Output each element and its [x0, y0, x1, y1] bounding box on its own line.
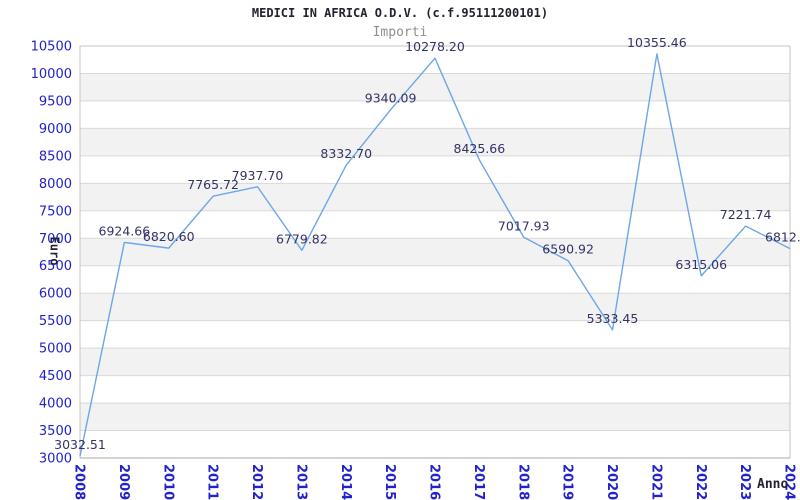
y-tick-label: 8000 — [39, 177, 72, 192]
x-tick-label: 2013 — [293, 464, 308, 500]
y-tick-label: 5000 — [39, 342, 72, 357]
data-label: 8332.70 — [320, 146, 372, 161]
plot-band — [80, 403, 790, 431]
y-axis-title: Euro — [47, 236, 62, 266]
x-tick-label: 2009 — [116, 464, 131, 500]
data-label: 7221.74 — [720, 207, 772, 222]
x-tick-label: 2023 — [737, 464, 752, 500]
y-tick-labels: 3000 3500 4000 4500 5000 5500 6000 6500 7000 7500… — [31, 40, 72, 467]
x-tick-label: 2020 — [604, 464, 619, 500]
x-tick-label: 2021 — [648, 464, 663, 500]
y-tick-label: 7500 — [39, 204, 72, 219]
data-label: 3032.51 — [54, 437, 106, 452]
x-tick-label: 2016 — [427, 464, 442, 500]
x-tick-label: 2010 — [160, 464, 175, 500]
data-label: 6779.82 — [276, 231, 328, 246]
y-tick-label: 9000 — [39, 122, 72, 137]
data-label: 10278.20 — [405, 39, 465, 54]
plot-band — [80, 238, 790, 266]
data-label: 5333.45 — [587, 311, 639, 326]
y-tick-label: 8500 — [39, 149, 72, 164]
x-tick-label: 2024 — [782, 464, 797, 500]
x-tick-label: 2011 — [205, 464, 220, 500]
plot-band — [80, 348, 790, 376]
x-tick-label: 2017 — [471, 464, 486, 500]
series-line — [79, 53, 791, 457]
plot-band — [80, 183, 790, 211]
data-label: 6820.60 — [143, 229, 195, 244]
y-tick-label: 6000 — [39, 287, 72, 302]
y-tick-label: 3000 — [39, 452, 72, 467]
chart-title: MEDICI IN AFRICA O.D.V. (c.f.95111200101… — [251, 6, 549, 20]
y-tick-label: 6500 — [39, 259, 72, 274]
data-label: 7017.93 — [498, 218, 550, 233]
x-axis-title: Anno — [757, 477, 789, 492]
x-tick-label: 2008 — [72, 464, 87, 500]
plot-band — [80, 293, 790, 321]
x-tick-labels: 2008 2009 2010 2011 2012 2013 2014 2015 2016 2017… — [72, 464, 797, 500]
data-label: 10355.46 — [627, 35, 687, 50]
x-tick-label: 2022 — [693, 464, 708, 500]
y-tick-label: 5500 — [39, 314, 72, 329]
data-label: 9340.09 — [365, 91, 417, 106]
plot-bands — [80, 73, 790, 431]
y-tick-label: 10500 — [31, 40, 72, 55]
data-label: 7937.70 — [232, 168, 284, 183]
data-label: 7765.72 — [187, 177, 239, 192]
data-label: 6315.06 — [675, 257, 727, 272]
chart-subtitle: Importi — [372, 25, 428, 40]
x-tick-label: 2018 — [515, 464, 530, 500]
y-tick-label: 4000 — [39, 397, 72, 412]
x-tick-label: 2015 — [382, 464, 397, 500]
y-tick-label: 9500 — [39, 94, 72, 109]
data-label: 8425.66 — [454, 141, 506, 156]
x-tick-label: 2019 — [560, 464, 575, 500]
plot-band — [80, 128, 790, 156]
x-tick-label: 2014 — [338, 464, 353, 500]
y-tick-label: 7000 — [39, 232, 72, 247]
plot-band — [80, 73, 790, 101]
data-label: 6812.5 — [765, 230, 800, 245]
y-tick-label: 4500 — [39, 369, 72, 384]
x-tick-label: 2012 — [249, 464, 264, 500]
y-tick-label: 3500 — [39, 424, 72, 439]
data-label: 6590.92 — [542, 242, 594, 257]
y-tick-label: 10000 — [31, 67, 72, 82]
data-label: 6924.66 — [99, 223, 151, 238]
